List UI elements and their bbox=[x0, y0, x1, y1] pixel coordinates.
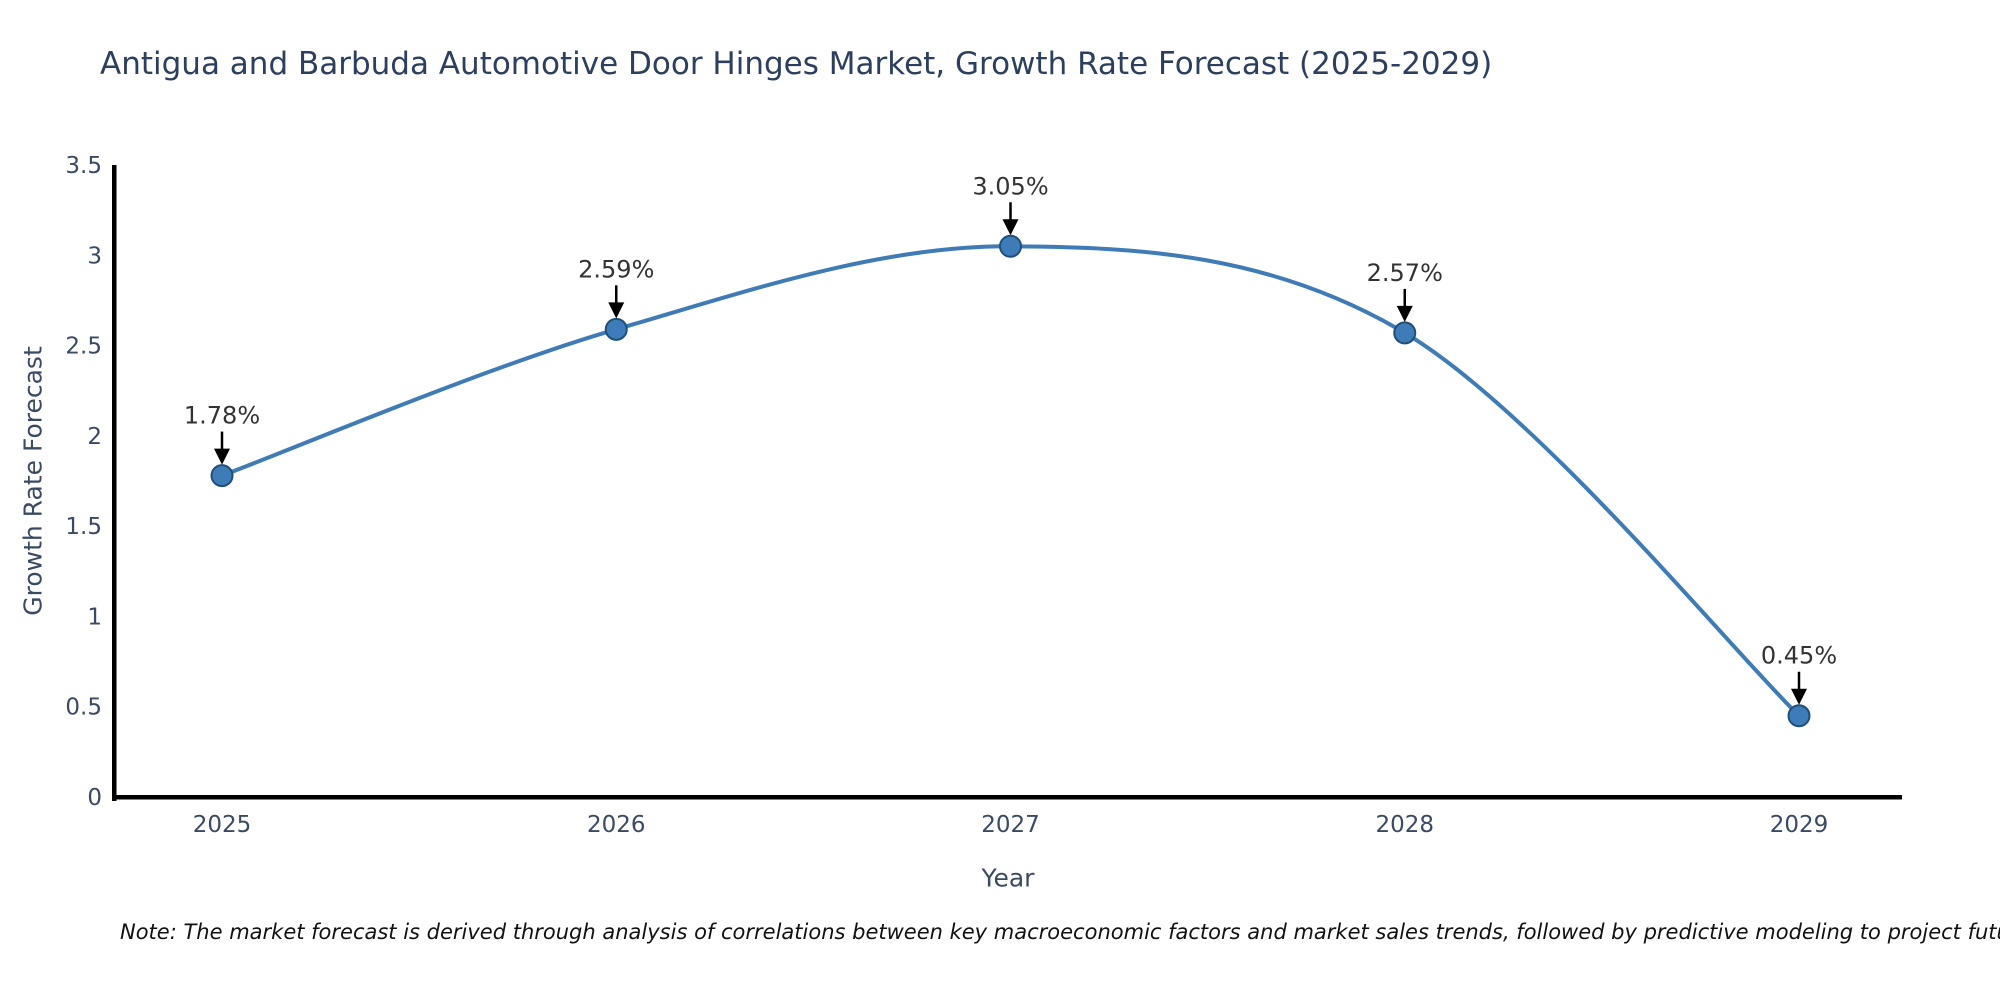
annotation-arrowhead-icon bbox=[1396, 305, 1413, 322]
x-axis-title: Year bbox=[981, 863, 1035, 893]
y-tick-label: 1 bbox=[87, 604, 102, 630]
y-tick-label: 3 bbox=[87, 243, 102, 269]
point-value-label: 1.78% bbox=[184, 402, 260, 430]
x-tick-label: 2029 bbox=[1770, 812, 1829, 838]
data-point-marker bbox=[604, 317, 628, 341]
x-tick-label: 2026 bbox=[587, 812, 646, 838]
x-tick-label: 2025 bbox=[193, 812, 252, 838]
footnote: Note: The market forecast is derived thr… bbox=[120, 920, 2000, 944]
point-value-label: 3.05% bbox=[972, 172, 1048, 200]
point-value-label: 2.59% bbox=[578, 255, 654, 283]
growth-rate-line bbox=[220, 244, 1801, 718]
annotation-arrowhead-icon bbox=[608, 302, 625, 319]
point-value-label: 0.45% bbox=[1761, 642, 1837, 670]
data-point-marker bbox=[999, 234, 1022, 258]
y-tick-label: 2 bbox=[87, 424, 102, 450]
x-tick-label: 2027 bbox=[981, 812, 1040, 838]
annotation-arrowhead-icon bbox=[1002, 219, 1019, 236]
annotation-arrowhead-icon bbox=[1791, 688, 1807, 705]
y-axis-title: Growth Rate Forecast bbox=[18, 346, 48, 616]
point-value-label: 2.57% bbox=[1367, 259, 1443, 287]
data-point-marker bbox=[1393, 321, 1417, 345]
y-tick-label: 1.5 bbox=[65, 514, 102, 540]
chart-title: Antigua and Barbuda Automotive Door Hing… bbox=[100, 46, 1493, 82]
y-tick-label: 2.5 bbox=[65, 334, 102, 360]
y-axis-spine bbox=[112, 165, 117, 801]
x-axis-spine bbox=[112, 795, 1902, 800]
x-tick-label: 2028 bbox=[1375, 812, 1434, 838]
annotation-arrowhead-icon bbox=[214, 448, 230, 465]
y-tick-label: 0.5 bbox=[65, 695, 102, 721]
data-point-marker bbox=[210, 464, 234, 488]
y-tick-label: 0 bbox=[87, 785, 102, 811]
data-point-marker bbox=[1787, 704, 1811, 728]
y-tick-label: 3.5 bbox=[65, 153, 102, 179]
